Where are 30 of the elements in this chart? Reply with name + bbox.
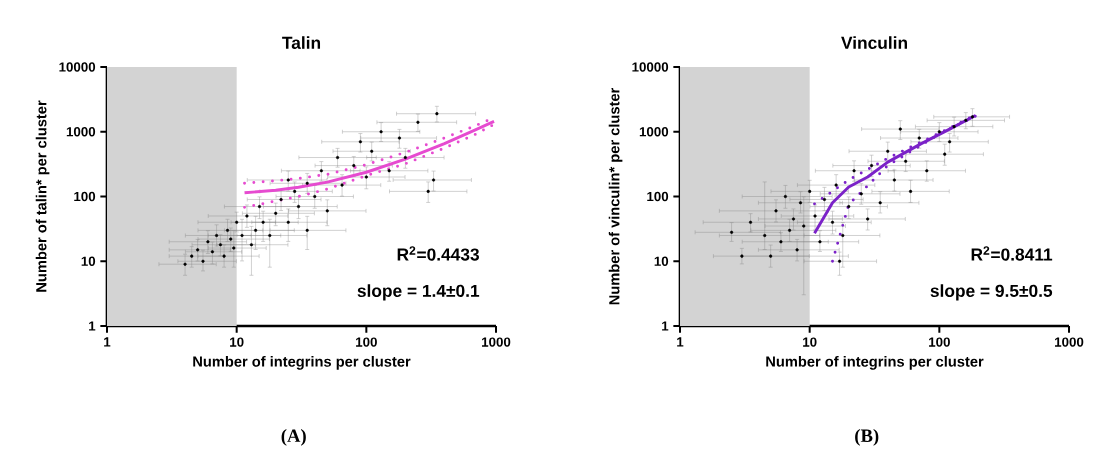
y-tick-label: 1000 — [66, 127, 96, 137]
y-tick-label: 10 — [81, 256, 96, 266]
x-axis-title: Number of integrins per cluster — [766, 355, 984, 370]
x-tick-label: 1000 — [482, 337, 511, 347]
y-tick-label: 1000 — [639, 127, 669, 137]
annotation: R$^{2}$=0.4433 — [397, 246, 479, 261]
x-tick-label: 1 — [677, 337, 684, 347]
y-tick-label: 100 — [74, 191, 96, 202]
y-tick-label: 100 — [647, 191, 669, 202]
text: (B) — [855, 428, 879, 446]
x-tick-label: 100 — [929, 337, 950, 347]
x-tick-label: 10 — [230, 337, 244, 347]
x-tick-label: 10 — [803, 337, 817, 347]
y-axis-title: Number of talin* per cluster — [35, 100, 50, 292]
x-tick-label: 1000 — [1055, 337, 1084, 347]
annotation: R$^{2}$=0.8411 — [971, 246, 1053, 261]
y-tick-label: 10 — [654, 256, 669, 266]
annotation: slope = 9.5±0.5 — [930, 284, 1053, 301]
annotation: slope = 1.4±0.1 — [357, 284, 480, 301]
x-axis-title: Number of integrins per cluster — [193, 355, 411, 370]
y-axis-title: Number of vinculin* per cluster — [608, 87, 623, 305]
y-tick-label: 1 — [662, 321, 669, 331]
y-tick-label: 1 — [89, 321, 96, 331]
y-tick-label: 10000 — [632, 62, 669, 72]
chart-title: Vinculin — [841, 36, 907, 49]
y-tick-label: 10000 — [59, 62, 96, 72]
x-tick-label: 1 — [104, 337, 111, 347]
text: (A) — [281, 428, 306, 446]
x-tick-label: 100 — [356, 337, 377, 347]
chart-title: Talin — [282, 36, 321, 49]
